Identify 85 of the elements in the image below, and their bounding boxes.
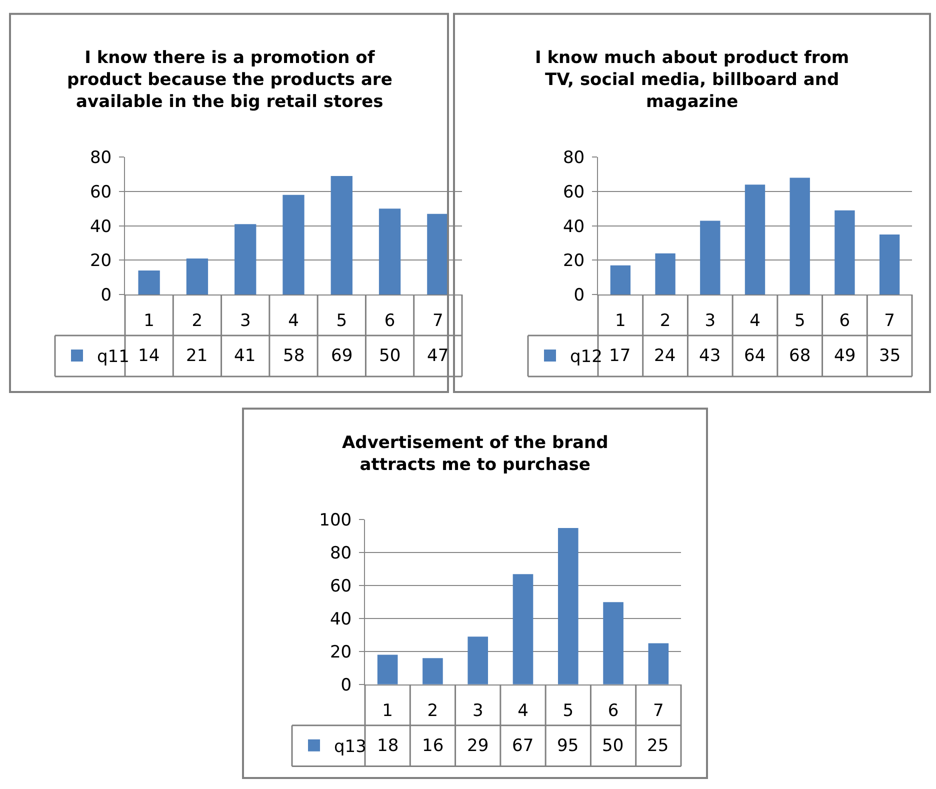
x-tick-label: 2 [192,310,203,331]
x-tick-label: 6 [839,310,850,331]
chart-title: I know much about product from TV, social media, billboard and magazine [535,48,850,112]
x-tick-label: 2 [660,310,671,331]
bar [790,178,810,295]
bar [422,658,443,684]
x-tick-label: 1 [382,700,393,721]
data-label: 43 [699,346,721,366]
bar [138,270,160,295]
y-tick-label: 0 [574,286,585,306]
bar [834,210,855,295]
x-tick-label: 7 [432,310,444,331]
bar [512,574,534,684]
y-tick-label: 100 [319,510,352,531]
x-tick-label: 7 [653,700,664,721]
y-tick-label: 20 [330,642,352,662]
data-label: 50 [379,346,401,366]
data-label: 69 [331,346,353,366]
x-tick-label: 5 [336,310,348,331]
x-tick-label: 3 [704,310,716,331]
x-tick-label: 3 [472,700,484,721]
y-tick-label: 80 [90,148,112,168]
bar [744,184,766,295]
y-tick-label: 20 [562,251,585,272]
x-tick-label: 3 [240,310,251,331]
y-tick-label: 60 [90,182,112,202]
data-label: 29 [467,736,489,756]
bar [655,253,676,295]
chart-title: I know there is a promotion of product because the products are available in the big retail stores [67,48,392,112]
data-label: 41 [234,346,256,366]
x-tick-label: 1 [144,310,154,331]
data-label: 49 [834,346,856,366]
data-label: 14 [138,346,160,366]
y-tick-label: 80 [330,544,352,564]
chart-title: Advertisement of the brand attracts me to purchase [342,433,608,476]
legend-label: q12 [570,347,602,368]
bar [427,214,449,295]
legend-label: q13 [334,737,366,758]
bar [377,654,398,684]
bar [610,265,631,295]
data-label: 68 [789,346,811,366]
bar [603,602,624,684]
bar [700,220,720,295]
bar [330,176,352,295]
x-tick-label: 2 [427,700,438,721]
x-tick-label: 4 [518,700,528,721]
y-tick-label: 60 [330,576,352,597]
bar [378,208,401,295]
bar [879,234,900,295]
y-tick-label: 0 [100,286,112,306]
x-tick-label: 5 [794,310,806,331]
legend-label: q11 [97,347,130,368]
x-tick-label: 4 [288,310,299,331]
data-label: 16 [422,736,444,756]
bar [468,636,488,684]
data-label: 17 [609,346,631,366]
x-tick-label: 4 [750,310,760,331]
data-label: 67 [512,736,534,756]
y-tick-label: 60 [562,182,585,202]
data-label: 50 [602,736,624,756]
data-label: 47 [427,346,449,366]
x-tick-label: 7 [884,310,895,331]
y-tick-label: 80 [562,148,585,168]
y-tick-label: 40 [90,216,112,237]
bar [282,194,304,295]
x-tick-label: 1 [615,310,626,331]
bar [648,643,669,684]
x-tick-label: 6 [384,310,396,331]
bar [558,528,578,684]
data-label: 25 [647,736,669,756]
data-label: 18 [377,736,399,756]
data-label: 21 [186,346,208,366]
y-tick-label: 40 [330,609,352,630]
y-tick-label: 20 [90,251,112,272]
x-tick-label: 6 [608,700,619,721]
bar [186,258,208,295]
data-label: 58 [283,346,305,366]
y-tick-label: 40 [562,216,585,237]
bar [234,224,256,295]
data-label: 95 [557,736,579,756]
data-label: 64 [744,346,766,366]
data-label: 24 [654,346,676,366]
y-tick-label: 0 [340,675,352,696]
data-label: 35 [879,346,901,366]
x-tick-label: 5 [562,700,574,721]
